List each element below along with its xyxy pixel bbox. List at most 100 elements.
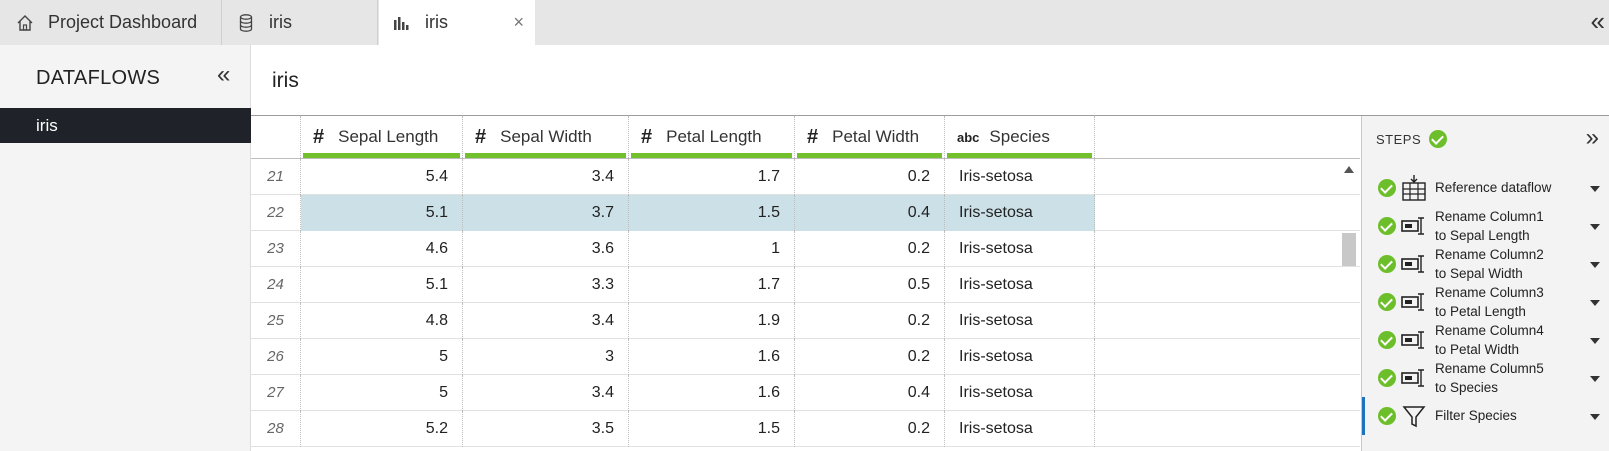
table-cell[interactable]: 4.8: [301, 303, 463, 339]
row-index-header: [251, 116, 301, 158]
table-cell[interactable]: 5.1: [301, 195, 463, 231]
table-row[interactable]: 28 5.2 3.5 1.5 0.2 Iris-setosa: [251, 411, 1360, 447]
table-cell[interactable]: 3.3: [463, 267, 629, 303]
table-cell[interactable]: 3.4: [463, 303, 629, 339]
table-row-selected[interactable]: 22 5.1 3.7 1.5 0.4 Iris-setosa: [251, 195, 1360, 231]
column-header-sepal-width[interactable]: # Sepal Width: [463, 116, 629, 158]
table-cell[interactable]: 0.2: [795, 411, 945, 447]
step-label-line2: to Species: [1435, 380, 1499, 395]
chevron-down-icon[interactable]: [1590, 186, 1600, 192]
row-index: 21: [251, 159, 301, 195]
table-cell[interactable]: 0.5: [795, 267, 945, 303]
table-cell[interactable]: Iris-setosa: [945, 339, 1095, 375]
step-filter-species[interactable]: Filter Species: [1362, 397, 1609, 435]
table-cell[interactable]: Iris-setosa: [945, 231, 1095, 267]
step-reference-dataflow[interactable]: Reference dataflow: [1362, 169, 1609, 207]
table-cell[interactable]: 0.4: [795, 375, 945, 411]
step-label-line1: Rename Column4: [1435, 323, 1544, 338]
column-header-sepal-length[interactable]: # Sepal Length: [301, 116, 463, 158]
table-cell[interactable]: 0.4: [795, 195, 945, 231]
table-cell[interactable]: 5: [301, 339, 463, 375]
column-header-label: Species: [989, 127, 1050, 146]
step-rename-column5[interactable]: Rename Column5 to Species: [1362, 359, 1609, 397]
table-cell[interactable]: Iris-setosa: [945, 267, 1095, 303]
chevron-down-icon[interactable]: [1590, 300, 1600, 306]
step-label-line1: Rename Column3: [1435, 285, 1544, 300]
steps-header: STEPS: [1376, 130, 1448, 148]
table-cell[interactable]: 4.6: [301, 231, 463, 267]
table-cell[interactable]: Iris-setosa: [945, 159, 1095, 195]
scroll-up-arrow-icon[interactable]: [1344, 166, 1354, 173]
table-cell[interactable]: 5.1: [301, 267, 463, 303]
table-cell[interactable]: 1.7: [629, 267, 795, 303]
table-cell[interactable]: 3.6: [463, 231, 629, 267]
step-label-line2: to Sepal Width: [1435, 266, 1523, 281]
table-cell[interactable]: 1.9: [629, 303, 795, 339]
table-cell[interactable]: Iris-setosa: [945, 375, 1095, 411]
table-row[interactable]: 27 5 3.4 1.6 0.4 Iris-setosa: [251, 375, 1360, 411]
chevron-down-icon[interactable]: [1590, 262, 1600, 268]
rename-column-icon: [1401, 369, 1424, 387]
chevron-down-icon[interactable]: [1590, 338, 1600, 344]
close-tab-button[interactable]: ×: [513, 12, 524, 32]
table-cell[interactable]: 1.6: [629, 339, 795, 375]
table-cell[interactable]: 0.2: [795, 231, 945, 267]
sidebar-collapse-icon[interactable]: «: [217, 61, 231, 88]
column-header-petal-length[interactable]: # Petal Length: [629, 116, 795, 158]
table-cell[interactable]: 3.5: [463, 411, 629, 447]
table-cell[interactable]: 1.7: [629, 159, 795, 195]
column-header-species[interactable]: abc Species: [945, 116, 1095, 158]
column-header-petal-width[interactable]: # Petal Width: [795, 116, 945, 158]
column-quality-bar: [465, 153, 626, 158]
rename-column-icon: [1401, 217, 1424, 235]
table-cell[interactable]: 1.5: [629, 195, 795, 231]
table-row[interactable]: 23 4.6 3.6 1 0.2 Iris-setosa: [251, 231, 1360, 267]
table-cell[interactable]: Iris-setosa: [945, 195, 1095, 231]
chevron-down-icon[interactable]: [1590, 376, 1600, 382]
table-cell[interactable]: 0.2: [795, 303, 945, 339]
table-cell[interactable]: 0.2: [795, 159, 945, 195]
check-circle-icon: [1378, 407, 1396, 425]
table-cell[interactable]: 1: [629, 231, 795, 267]
table-row[interactable]: 21 5.4 3.4 1.7 0.2 Iris-setosa: [251, 159, 1360, 195]
column-quality-bar: [947, 153, 1092, 158]
step-label-line1: Rename Column1: [1435, 209, 1544, 224]
home-icon: [14, 12, 36, 34]
table-cell[interactable]: 3.7: [463, 195, 629, 231]
table-cell[interactable]: Iris-setosa: [945, 303, 1095, 339]
step-rename-column4[interactable]: Rename Column4 to Petal Width: [1362, 321, 1609, 359]
tab-project-dashboard[interactable]: Project Dashboard: [0, 0, 222, 45]
tab-iris-datasource[interactable]: iris: [223, 0, 378, 45]
table-cell[interactable]: 3.4: [463, 159, 629, 195]
table-cell[interactable]: 1.5: [629, 411, 795, 447]
table-cell[interactable]: 5: [301, 375, 463, 411]
step-rename-column1[interactable]: Rename Column1 to Sepal Length: [1362, 207, 1609, 245]
table-row[interactable]: 26 5 3 1.6 0.2 Iris-setosa: [251, 339, 1360, 375]
steps-collapse-icon[interactable]: »: [1585, 124, 1599, 151]
table-cell[interactable]: 1.6: [629, 375, 795, 411]
scrollbar-thumb[interactable]: [1342, 233, 1356, 266]
table-cell[interactable]: 5.4: [301, 159, 463, 195]
chevron-down-icon[interactable]: [1590, 414, 1600, 420]
step-rename-column2[interactable]: Rename Column2 to Sepal Width: [1362, 245, 1609, 283]
chevron-down-icon[interactable]: [1590, 224, 1600, 230]
table-row[interactable]: 25 4.8 3.4 1.9 0.2 Iris-setosa: [251, 303, 1360, 339]
sidebar-item-iris[interactable]: iris: [0, 108, 251, 143]
vertical-scrollbar[interactable]: [1340, 160, 1358, 451]
tab-label: Project Dashboard: [48, 12, 198, 32]
table-cell[interactable]: 0.2: [795, 339, 945, 375]
column-quality-bar: [631, 153, 792, 158]
row-index: 22: [251, 195, 301, 231]
database-icon: [235, 12, 257, 34]
table-cell[interactable]: Iris-setosa: [945, 411, 1095, 447]
table-row[interactable]: 24 5.1 3.3 1.7 0.5 Iris-setosa: [251, 267, 1360, 303]
table-cell[interactable]: 3: [463, 339, 629, 375]
tab-iris-dataflow[interactable]: iris ×: [379, 0, 535, 45]
check-circle-icon: [1378, 255, 1396, 273]
step-rename-column3[interactable]: Rename Column3 to Petal Length: [1362, 283, 1609, 321]
table-cell[interactable]: 5.2: [301, 411, 463, 447]
collapse-panel-icon[interactable]: «: [1590, 6, 1605, 36]
table-cell[interactable]: 3.4: [463, 375, 629, 411]
divider: [251, 115, 1609, 116]
dataflows-sidebar: DATAFLOWS « iris: [0, 45, 251, 451]
